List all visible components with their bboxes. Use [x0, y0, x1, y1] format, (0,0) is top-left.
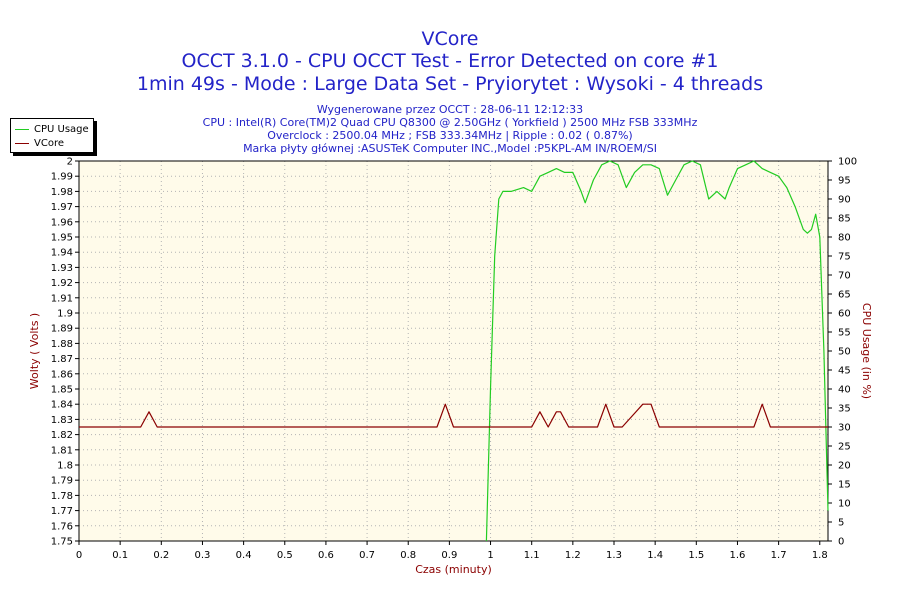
x-tick-label: 0.7: [359, 550, 375, 561]
x-axis-label: Czas (minuty): [415, 563, 492, 576]
y-left-tick-label: 1.76: [51, 521, 73, 532]
y-right-tick-label: 25: [838, 442, 851, 453]
y-left-tick-label: 1.83: [51, 415, 73, 426]
y-left-tick-label: 1.78: [51, 491, 73, 502]
y-left-tick-label: 1.82: [51, 430, 73, 441]
y-right-tick-label: 80: [838, 233, 851, 244]
y-right-tick-label: 0: [838, 537, 844, 548]
y-right-tick-label: 70: [838, 271, 851, 282]
chart-title: VCore: [421, 28, 479, 50]
x-tick-label: 0.5: [277, 550, 293, 561]
chart-mode-line: 1min 49s - Mode : Large Data Set - Pryio…: [136, 73, 764, 95]
y-left-tick-label: 1.79: [51, 476, 73, 487]
y-left-tick-label: 1.91: [51, 293, 73, 304]
x-tick-label: 0.2: [153, 550, 169, 561]
x-tick-label: 0: [76, 550, 82, 561]
y-left-tick-label: 1.85: [51, 385, 73, 396]
x-tick-label: 0.4: [236, 550, 252, 561]
x-tick-label: 1.2: [565, 550, 581, 561]
legend-item-cpu-usage: CPU Usage: [15, 123, 89, 135]
x-tick-label: 1.5: [688, 550, 704, 561]
y-left-tick-label: 1.77: [51, 506, 73, 517]
chart-subtitle: OCCT 3.1.0 - CPU OCCT Test - Error Detec…: [181, 50, 719, 72]
legend-swatch-cpu-usage: [15, 128, 29, 130]
y-left-tick-label: 1.9: [57, 309, 73, 320]
y-right-tick-label: 65: [838, 290, 851, 301]
legend-item-vcore: VCore: [15, 137, 64, 149]
y-right-tick-label: 55: [838, 328, 851, 339]
info-cpu: CPU : Intel(R) Core(TM)2 Quad CPU Q8300 …: [202, 116, 698, 129]
series-line-cpu-usage: [485, 160, 829, 542]
info-overclock: Overclock : 2500.04 MHz ; FSB 333.34MHz …: [267, 129, 633, 142]
x-tick-label: 1.4: [647, 550, 663, 561]
y-left-tick-label: 1.99: [51, 172, 73, 183]
y-right-tick-label: 60: [838, 309, 851, 320]
y-right-tick-label: 75: [838, 252, 851, 263]
x-tick-label: 0.3: [195, 550, 211, 561]
x-tick-label: 1.6: [730, 550, 746, 561]
plot-border: [78, 160, 829, 542]
y-left-tick-label: 1.75: [51, 537, 73, 548]
y-left-tick-label: 2: [67, 157, 73, 168]
legend: CPU Usage VCore: [10, 118, 94, 153]
y-right-tick-label: 20: [838, 461, 851, 472]
x-tick-label: 1.3: [606, 550, 622, 561]
y-right-axis-label: CPU Usage (in %): [860, 303, 873, 399]
y-left-tick-label: 1.96: [51, 217, 73, 228]
y-right-tick-label: 30: [838, 423, 851, 434]
y-left-tick-label: 1.95: [51, 233, 73, 244]
y-left-tick-label: 1.97: [51, 202, 73, 213]
y-right-tick-label: 40: [838, 385, 851, 396]
y-left-tick-label: 1.84: [51, 400, 73, 411]
x-tick-label: 0.8: [400, 550, 416, 561]
series-line-vcore: [79, 403, 828, 428]
y-left-tick-label: 1.88: [51, 339, 73, 350]
y-left-axis-label: Wolty ( Volts ): [28, 313, 41, 389]
y-right-tick-label: 10: [838, 499, 851, 510]
y-right-tick-label: 90: [838, 195, 851, 206]
info-motherboard: Marka płyty głównej :ASUSTeK Computer IN…: [243, 142, 657, 155]
y-left-tick-label: 1.93: [51, 263, 73, 274]
legend-label-vcore: VCore: [34, 137, 64, 149]
x-tick-label: 0.9: [441, 550, 457, 561]
y-left-tick-label: 1.94: [51, 248, 73, 259]
y-left-tick-label: 1.89: [51, 324, 73, 335]
y-right-tick-label: 35: [838, 404, 851, 415]
y-left-tick-label: 1.92: [51, 278, 73, 289]
y-right-tick-label: 50: [838, 347, 851, 358]
plot-background: [79, 161, 828, 541]
y-right-tick-label: 85: [838, 214, 851, 225]
y-left-tick-label: 1.86: [51, 369, 73, 380]
y-left-tick-label: 1.87: [51, 354, 73, 365]
legend-label-cpu-usage: CPU Usage: [34, 123, 89, 135]
y-right-tick-label: 5: [838, 518, 844, 529]
y-right-tick-label: 45: [838, 366, 851, 377]
y-right-tick-label: 15: [838, 480, 851, 491]
info-generated: Wygenerowane przez OCCT : 28-06-11 12:12…: [316, 103, 584, 116]
y-right-tick-label: 100: [838, 157, 857, 168]
y-right-tick-label: 95: [838, 176, 851, 187]
y-left-tick-label: 1.98: [51, 187, 73, 198]
x-tick-label: 1.8: [812, 550, 828, 561]
x-tick-label: 1.1: [524, 550, 540, 561]
x-tick-label: 1.7: [771, 550, 787, 561]
x-tick-label: 0.1: [112, 550, 128, 561]
legend-swatch-vcore: [15, 142, 29, 144]
y-left-tick-label: 1.81: [51, 445, 73, 456]
x-tick-label: 0.6: [318, 550, 334, 561]
y-left-tick-label: 1.8: [57, 461, 73, 472]
x-tick-label: 1: [487, 550, 493, 561]
